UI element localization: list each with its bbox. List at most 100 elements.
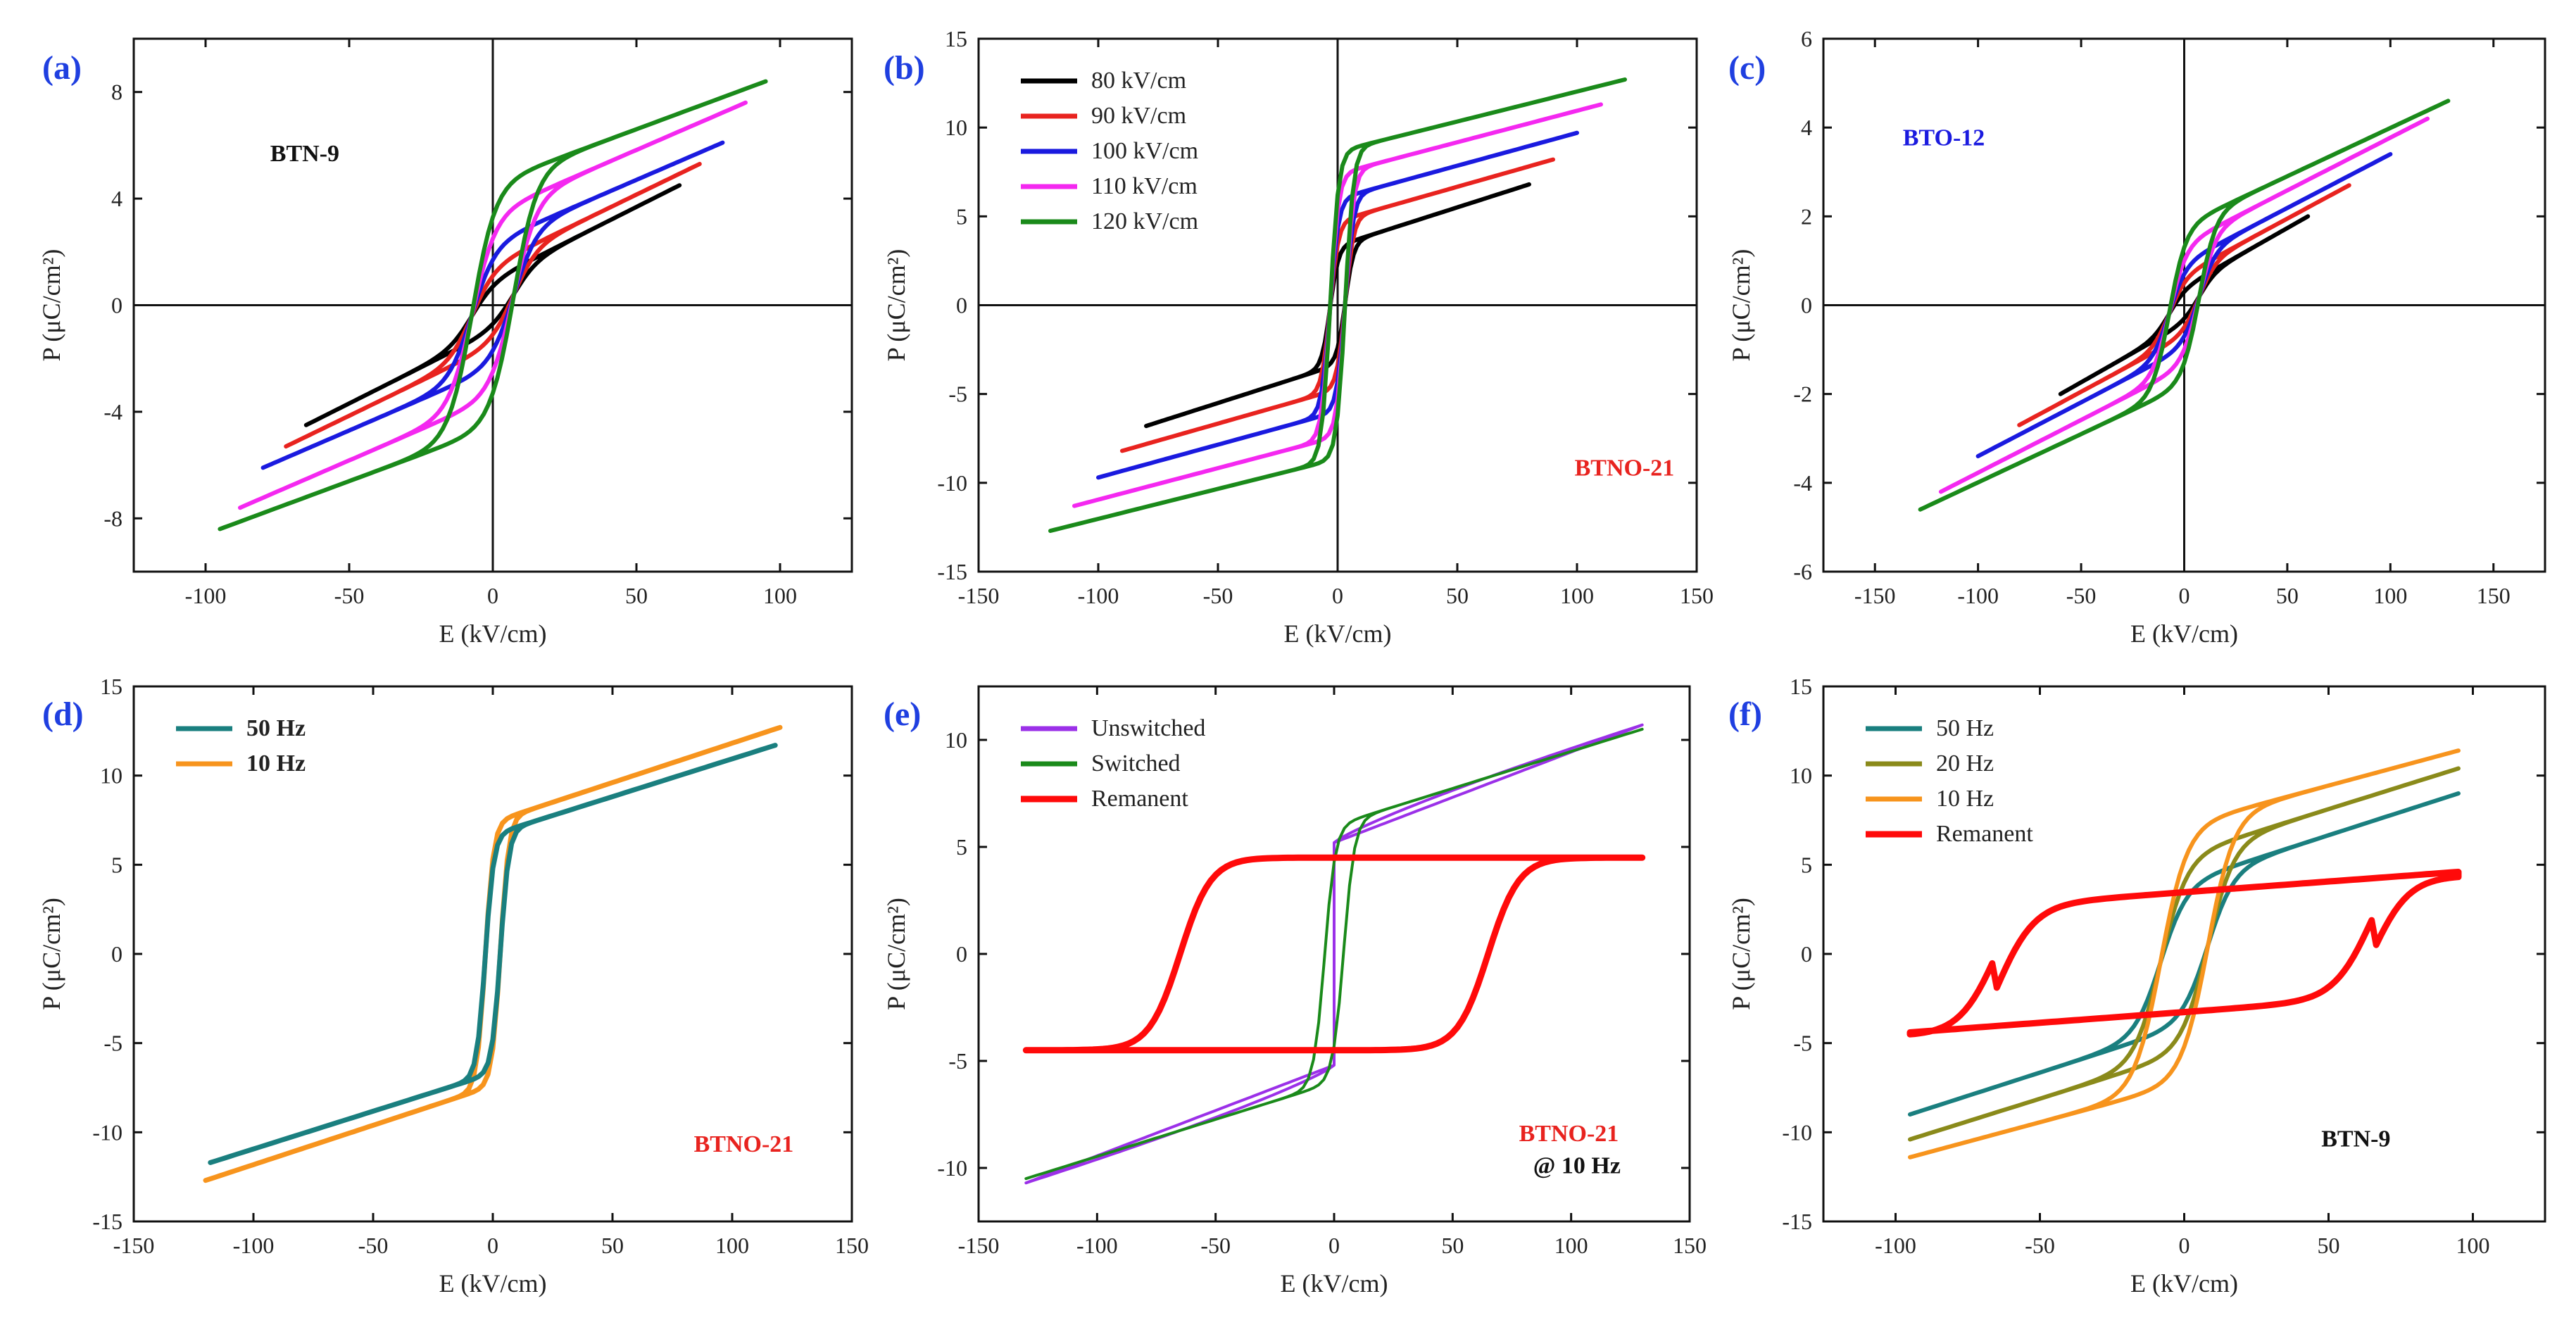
series-line-120-kv-cm	[1048, 77, 1627, 533]
y-tick-label: -15	[1782, 1209, 1812, 1234]
series-line-100-kv-cm	[1096, 130, 1579, 480]
y-tick-label: 0	[956, 293, 967, 318]
x-tick-label: -100	[185, 583, 227, 608]
y-tick-label: 8	[111, 80, 122, 105]
series-line-80-kv-cm	[303, 183, 682, 427]
legend-label: Remanent	[1091, 786, 1188, 812]
series-line-remanent	[1906, 869, 2462, 1038]
legend-label: Unswitched	[1091, 715, 1205, 741]
y-axis-label: P (μC/cm²)	[882, 898, 910, 1010]
y-tick-label: -8	[103, 505, 122, 531]
x-tick-label: -100	[233, 1233, 275, 1258]
x-tick-label: -50	[334, 583, 365, 608]
y-tick-label: -4	[103, 399, 122, 425]
panel-a: -100 -50 0 50 100 -8 -4 0 4 8 E (kV/cm) P (μC/cm²) (…	[37, 37, 853, 648]
annotation-text: BTNO-21	[1519, 1121, 1619, 1147]
x-tick-label: 100	[715, 1233, 749, 1258]
x-tick-label: -100	[1076, 1233, 1118, 1258]
x-tick-label: 150	[1673, 1233, 1707, 1258]
y-tick-label: 0	[111, 293, 122, 318]
y-tick-label: 5	[111, 852, 122, 877]
legend-label: 10 Hz	[1936, 786, 1994, 812]
legend: 80 kV/cm 90 kV/cm 100 kV/cm 110 kV/cm 120 kV…	[1021, 68, 1198, 234]
y-axis-label: P (μC/cm²)	[1727, 898, 1755, 1010]
y-axis-label: P (μC/cm²)	[1727, 249, 1755, 362]
y-axis-label: P (μC/cm²)	[37, 249, 65, 362]
panel-label: (f)	[1728, 696, 1762, 733]
legend-label: 50 Hz	[246, 715, 306, 741]
x-tick-label: 100	[2373, 583, 2407, 608]
x-tick-label: -150	[958, 1233, 1000, 1258]
legend-label: Remanent	[1936, 821, 2033, 847]
annotation-text: BTNO-21	[694, 1131, 794, 1157]
x-tick-label: 50	[1446, 583, 1469, 608]
y-tick-label: -15	[92, 1209, 122, 1234]
series-line-90-kv-cm	[284, 161, 702, 449]
series-group	[218, 79, 768, 532]
x-tick-label: 100	[763, 583, 797, 608]
y-tick-label: 10	[945, 115, 967, 140]
y-tick-label: 15	[945, 26, 967, 51]
y-axis-label: P (μC/cm²)	[37, 898, 65, 1010]
y-tick-label: 2	[1801, 203, 1812, 229]
legend-label: 50 Hz	[1936, 715, 1994, 741]
x-tick-label: -150	[1854, 583, 1896, 608]
y-tick-label: -5	[948, 382, 967, 407]
series-line-unswitched	[1024, 723, 1644, 1185]
series-group	[1022, 723, 1646, 1185]
x-tick-label: -100	[1957, 583, 1999, 608]
x-axis-label: E (kV/cm)	[439, 1269, 547, 1297]
y-tick-label: -5	[1793, 1031, 1812, 1056]
series-line-100-kv-cm	[1975, 152, 2393, 458]
series-line-110-kv-cm	[1072, 102, 1603, 508]
y-axis-label: P (μC/cm²)	[882, 249, 910, 362]
y-tick-label: -10	[937, 470, 967, 496]
legend-label: 90 kV/cm	[1091, 103, 1186, 129]
annotation-text: BTN-9	[2321, 1126, 2390, 1152]
y-tick-label: 10	[100, 763, 122, 788]
x-tick-label: 50	[2318, 1233, 2340, 1258]
annotation-text: BTO-12	[1903, 125, 1985, 151]
x-tick-label: 150	[835, 1233, 869, 1258]
series-group	[1048, 77, 1627, 533]
y-tick-label: 4	[111, 186, 122, 211]
series-line-90-kv-cm	[2017, 183, 2351, 427]
y-tick-label: 0	[111, 941, 122, 967]
y-tick-label: 5	[956, 834, 967, 860]
x-tick-label: -100	[1875, 1233, 1916, 1258]
annotation-text: @ 10 Hz	[1533, 1153, 1621, 1179]
series-line-80-kv-cm	[1144, 182, 1531, 429]
y-tick-label: 5	[956, 203, 967, 229]
x-tick-label: 100	[1560, 583, 1594, 608]
panel-c: -150 -100 -50 0 50 100 150 -6 -4 -2 0 2 4 6 E (kV/cm) P…	[1727, 26, 2546, 648]
series-line-100-kv-cm	[260, 140, 725, 470]
y-tick-label: -10	[937, 1155, 967, 1181]
legend: Unswitched Switched Remanent	[1021, 715, 1205, 812]
x-tick-label: 0	[1332, 583, 1343, 608]
x-axis-label: E (kV/cm)	[1284, 620, 1392, 648]
x-tick-label: 0	[2179, 583, 2190, 608]
x-tick-label: -50	[358, 1233, 389, 1258]
series-line-120-kv-cm	[1918, 99, 2451, 512]
series-line-50-hz	[1908, 791, 2461, 1117]
x-tick-label: -100	[1078, 583, 1119, 608]
x-axis-label: E (kV/cm)	[2130, 1269, 2238, 1297]
series-line-110-kv-cm	[238, 100, 748, 510]
x-tick-label: -50	[2025, 1233, 2055, 1258]
y-tick-label: -6	[1793, 559, 1812, 584]
series-line-20-hz	[1908, 766, 2461, 1142]
annotation-text: BTN-9	[270, 141, 339, 167]
series-group	[1906, 748, 2462, 1159]
legend: 50 Hz 10 Hz	[176, 715, 306, 777]
x-axis-label: E (kV/cm)	[2130, 620, 2238, 648]
legend-label: 80 kV/cm	[1091, 68, 1186, 94]
y-tick-label: -15	[937, 559, 967, 584]
x-axis-label: E (kV/cm)	[439, 620, 547, 648]
x-tick-label: 50	[625, 583, 648, 608]
y-tick-label: 0	[956, 941, 967, 967]
x-axis-label: E (kV/cm)	[1281, 1269, 1388, 1297]
legend-label: 10 Hz	[246, 750, 306, 777]
y-tick-label: 10	[1790, 763, 1812, 788]
y-tick-label: 4	[1801, 115, 1812, 140]
